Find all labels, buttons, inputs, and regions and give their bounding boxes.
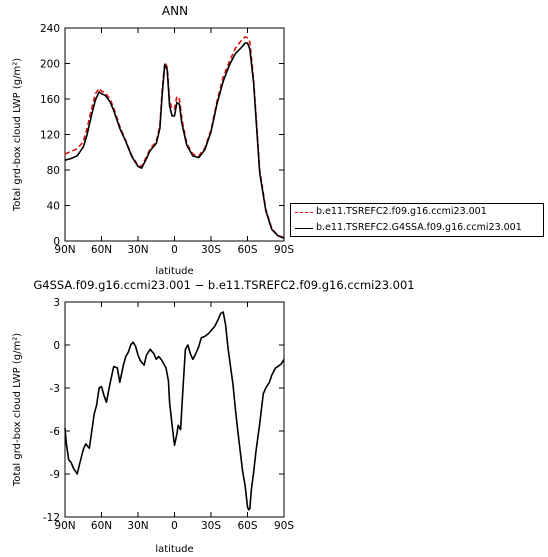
- y-tick-label: 40: [47, 201, 60, 213]
- bottom-x-axis-label: latitude: [155, 544, 193, 555]
- x-tick-label: 0: [171, 244, 178, 256]
- y-tick-label: 160: [40, 94, 60, 106]
- y-tick-label: 0: [53, 340, 60, 352]
- x-tick-label: 0: [171, 520, 178, 532]
- series-line-0: [64, 311, 285, 511]
- top-x-axis-label: latitude: [155, 266, 193, 277]
- x-tick-label: 90N: [54, 244, 75, 256]
- x-tick-label: 60S: [237, 520, 257, 532]
- y-tick-label: -12: [43, 512, 60, 524]
- top-y-axis-label: Total grd-box cloud LWP (g/m²): [12, 58, 23, 212]
- y-tick-label: 0: [53, 236, 60, 248]
- legend: b.e11.TSREFC2.f09.g16.ccmi23.001 b.e11.T…: [290, 203, 544, 237]
- series-line-1: [64, 42, 285, 240]
- legend-label-ctrl: b.e11.TSREFC2.f09.g16.ccmi23.001: [316, 206, 487, 217]
- legend-item-ctrl: b.e11.TSREFC2.f09.g16.ccmi23.001: [291, 205, 545, 221]
- x-tick-label: 90S: [274, 520, 294, 532]
- bottom-y-axis-label: Total grd-box cloud LWP (g/m²): [12, 333, 23, 487]
- bottom-chart-title: G4SSA.f09.g16.ccmi23.001 − b.e11.TSREFC2…: [33, 278, 414, 292]
- x-tick-label: 30S: [201, 244, 221, 256]
- x-tick-label: 90N: [54, 520, 75, 532]
- top-panel: ANN 0 40 80 120 160 200 240 90N 60N 30N 0 30S 60S 90S…: [12, 4, 294, 277]
- legend-item-g4ssa: b.e11.TSREFC2.G4SSA.f09.g16.ccmi23.001: [291, 221, 545, 237]
- legend-label-g4ssa: b.e11.TSREFC2.G4SSA.f09.g16.ccmi23.001: [316, 222, 522, 233]
- top-chart-title: ANN: [162, 4, 188, 18]
- top-ticks: 0 40 80 120 160 200 240 90N 60N 30N 0 30S 60S 90S: [40, 23, 294, 256]
- x-tick-label: 30S: [201, 520, 221, 532]
- x-tick-label: 30N: [127, 244, 148, 256]
- bottom-plot-frame: [64, 301, 285, 518]
- x-tick-label: 60N: [91, 244, 112, 256]
- y-tick-label: -3: [50, 383, 60, 395]
- y-tick-label: -6: [50, 426, 61, 438]
- y-tick-label: 120: [40, 130, 60, 142]
- y-tick-label: 240: [40, 23, 60, 35]
- legend-swatch-solid-black: [295, 228, 313, 229]
- bottom-panel: G4SSA.f09.g16.ccmi23.001 − b.e11.TSREFC2…: [12, 278, 415, 555]
- legend-swatch-dashed-red: [295, 212, 313, 213]
- top-series: [64, 36, 285, 240]
- series-line-0: [64, 36, 285, 239]
- y-tick-label: -9: [50, 469, 60, 481]
- x-tick-label: 60S: [237, 244, 257, 256]
- x-tick-label: 90S: [274, 244, 294, 256]
- y-tick-label: 3: [53, 297, 60, 309]
- x-tick-label: 60N: [91, 520, 112, 532]
- y-tick-label: 200: [40, 59, 60, 71]
- bottom-series: [64, 311, 285, 511]
- y-tick-label: 80: [47, 165, 60, 177]
- bottom-ticks: -12 -9 -6 -3 0 3 90N 60N 30N 0 30S 60S 90S: [43, 297, 295, 532]
- x-tick-label: 30N: [127, 520, 148, 532]
